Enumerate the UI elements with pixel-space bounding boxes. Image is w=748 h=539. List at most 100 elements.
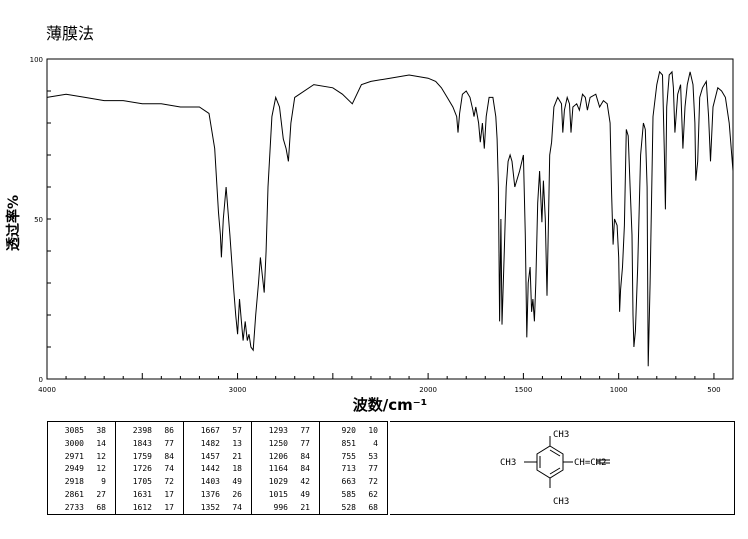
transmittance-cell: 49 bbox=[232, 477, 242, 487]
wavenumber-cell: 1206 bbox=[268, 451, 288, 461]
peak-table-row: 2733 68 bbox=[48, 502, 115, 515]
transmittance-cell: 42 bbox=[300, 477, 310, 487]
transmittance-cell: 68 bbox=[368, 502, 378, 512]
x-tick-label: 1500 bbox=[514, 386, 532, 394]
y-axis-label: 透过率% bbox=[5, 195, 22, 251]
transmittance-cell: 9 bbox=[101, 477, 106, 487]
wavenumber-cell: 528 bbox=[341, 502, 356, 512]
transmittance-cell: 26 bbox=[232, 489, 242, 499]
wavenumber-cell: 2733 bbox=[64, 502, 84, 512]
transmittance-cell: 84 bbox=[300, 464, 310, 474]
wavenumber-cell: 713 bbox=[341, 464, 356, 474]
wavenumber-cell: 2918 bbox=[64, 477, 84, 487]
peak-table-row: 585 62 bbox=[320, 489, 387, 502]
peak-table-row: 755 53 bbox=[320, 451, 387, 464]
peak-table-row: 996 21 bbox=[252, 502, 319, 515]
benzene-ring bbox=[524, 436, 610, 488]
y-tick-label: 0 bbox=[39, 376, 43, 384]
wavenumber-cell: 585 bbox=[341, 489, 356, 499]
wavenumber-cell: 1705 bbox=[132, 477, 152, 487]
peak-table-row: 1029 42 bbox=[252, 476, 319, 489]
peak-table-row: 3000 14 bbox=[48, 438, 115, 451]
structure-diagram: CH3 CH3 CH3 CH=CH2 bbox=[390, 421, 735, 515]
wavenumber-cell: 1759 bbox=[132, 451, 152, 461]
peak-table-row: 1457 21 bbox=[184, 451, 251, 464]
x-tick-label: 4000 bbox=[38, 386, 56, 394]
wavenumber-cell: 851 bbox=[341, 438, 356, 448]
transmittance-cell: 86 bbox=[164, 426, 174, 435]
peak-table-row: 1250 77 bbox=[252, 438, 319, 451]
wavenumber-cell: 1631 bbox=[132, 489, 152, 499]
peak-table-row: 663 72 bbox=[320, 476, 387, 489]
peak-table-row: 2861 27 bbox=[48, 489, 115, 502]
transmittance-cell: 74 bbox=[232, 502, 242, 512]
transmittance-cell: 17 bbox=[164, 489, 174, 499]
wavenumber-cell: 1612 bbox=[132, 502, 152, 512]
peak-table-row: 2398 86 bbox=[116, 425, 183, 438]
wavenumber-cell: 663 bbox=[341, 477, 356, 487]
peak-table-row: 2971 12 bbox=[48, 451, 115, 464]
transmittance-cell: 13 bbox=[232, 438, 242, 448]
wavenumber-cell: 755 bbox=[341, 451, 356, 461]
peak-table-row: 2918 9 bbox=[48, 476, 115, 489]
top-methyl-label: CH3 bbox=[553, 430, 569, 440]
y-tick-label: 100 bbox=[30, 56, 43, 64]
transmittance-cell: 74 bbox=[164, 464, 174, 474]
peak-table-row: 1631 17 bbox=[116, 489, 183, 502]
peak-table-row: 851 4 bbox=[320, 438, 387, 451]
peak-table-column: 3085 38 3000 14 2971 12 2949 12 2918 9 2861 27 2733 6… bbox=[48, 422, 116, 514]
wavenumber-cell: 1293 bbox=[268, 426, 288, 435]
peak-table-row: 1612 17 bbox=[116, 502, 183, 515]
peak-table-column: 920 10 851 4 755 53 713 77 663 72 585 62 528 68 bbox=[320, 422, 387, 514]
peak-table-row: 1726 74 bbox=[116, 463, 183, 476]
page-title: 薄膜法 bbox=[46, 24, 95, 43]
molecule-drawing: CH3 CH3 CH3 CH=CH2 bbox=[500, 430, 610, 507]
peak-table-row: 920 10 bbox=[320, 425, 387, 438]
transmittance-cell: 72 bbox=[164, 477, 174, 487]
peak-table-row: 528 68 bbox=[320, 502, 387, 515]
transmittance-cell: 49 bbox=[300, 489, 310, 499]
wavenumber-cell: 1029 bbox=[268, 477, 288, 487]
peak-table-row: 1164 84 bbox=[252, 463, 319, 476]
wavenumber-cell: 3085 bbox=[64, 426, 84, 435]
peak-table-row: 1015 49 bbox=[252, 489, 319, 502]
transmittance-cell: 62 bbox=[368, 489, 378, 499]
peak-table-row: 1442 18 bbox=[184, 463, 251, 476]
transmittance-cell: 21 bbox=[300, 502, 310, 512]
wavenumber-cell: 1164 bbox=[268, 464, 288, 474]
y-tick-label: 50 bbox=[34, 216, 43, 224]
peak-table-row: 1759 84 bbox=[116, 451, 183, 464]
transmittance-cell: 38 bbox=[96, 426, 106, 435]
wavenumber-cell: 996 bbox=[273, 502, 288, 512]
wavenumber-cell: 1250 bbox=[268, 438, 288, 448]
x-tick-label: 2000 bbox=[419, 386, 437, 394]
left-methyl-label: CH3 bbox=[500, 458, 516, 468]
peak-table-row: 1843 77 bbox=[116, 438, 183, 451]
spectrum-series-line bbox=[46, 70, 734, 367]
peak-table-row: 3085 38 bbox=[48, 425, 115, 438]
transmittance-cell: 77 bbox=[300, 438, 310, 448]
wavenumber-cell: 3000 bbox=[64, 438, 84, 448]
peak-table-column: 1667 57 1482 13 1457 21 1442 18 1403 49 1376 26 1352… bbox=[184, 422, 252, 514]
transmittance-cell: 12 bbox=[96, 451, 106, 461]
wavenumber-cell: 2861 bbox=[64, 489, 84, 499]
peak-table-row: 1352 74 bbox=[184, 502, 251, 515]
peak-table-row: 1376 26 bbox=[184, 489, 251, 502]
wavenumber-cell: 1015 bbox=[268, 489, 288, 499]
wavenumber-cell: 2949 bbox=[64, 464, 84, 474]
peak-table-row: 713 77 bbox=[320, 463, 387, 476]
peak-table-row: 1293 77 bbox=[252, 425, 319, 438]
transmittance-cell: 77 bbox=[300, 426, 310, 435]
transmittance-cell: 12 bbox=[96, 464, 106, 474]
x-tick-label: 1000 bbox=[610, 386, 628, 394]
transmittance-cell: 57 bbox=[232, 426, 242, 435]
peak-table-row: 1667 57 bbox=[184, 425, 251, 438]
transmittance-cell: 77 bbox=[368, 464, 378, 474]
wavenumber-cell: 1403 bbox=[200, 477, 220, 487]
peak-table-row: 1206 84 bbox=[252, 451, 319, 464]
bottom-methyl-label: CH3 bbox=[553, 497, 569, 507]
peak-table-row: 2949 12 bbox=[48, 463, 115, 476]
transmittance-cell: 68 bbox=[96, 502, 106, 512]
x-axis-label: 波数/cm⁻¹ bbox=[353, 396, 428, 414]
